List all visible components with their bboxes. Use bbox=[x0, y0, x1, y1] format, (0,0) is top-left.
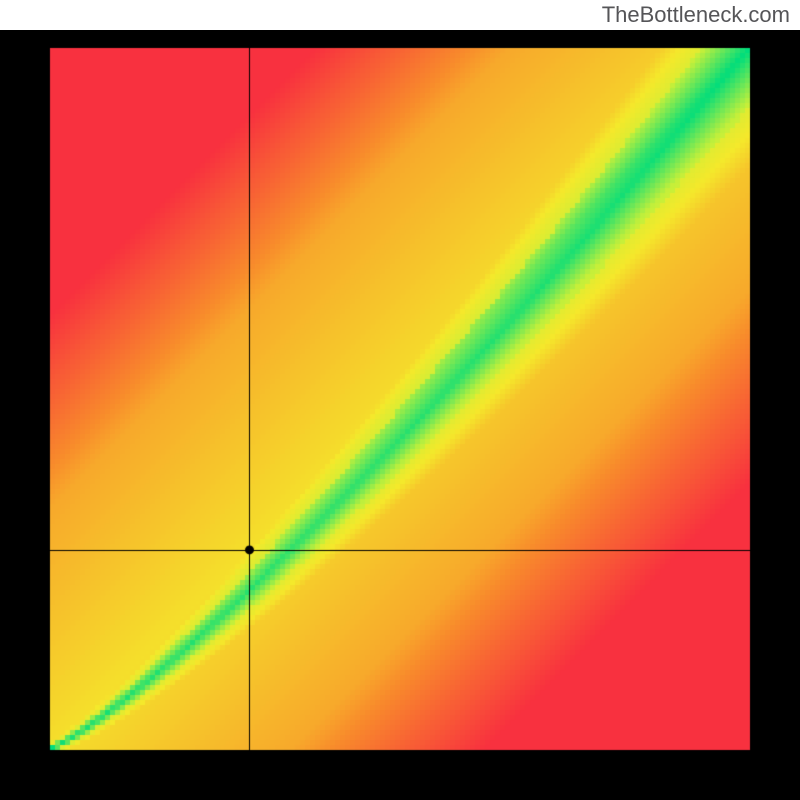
plot-frame bbox=[0, 30, 800, 800]
heatmap-canvas bbox=[0, 30, 800, 800]
chart-container: { "watermark": "TheBottleneck.com", "out… bbox=[0, 0, 800, 800]
watermark-text: TheBottleneck.com bbox=[602, 0, 790, 30]
